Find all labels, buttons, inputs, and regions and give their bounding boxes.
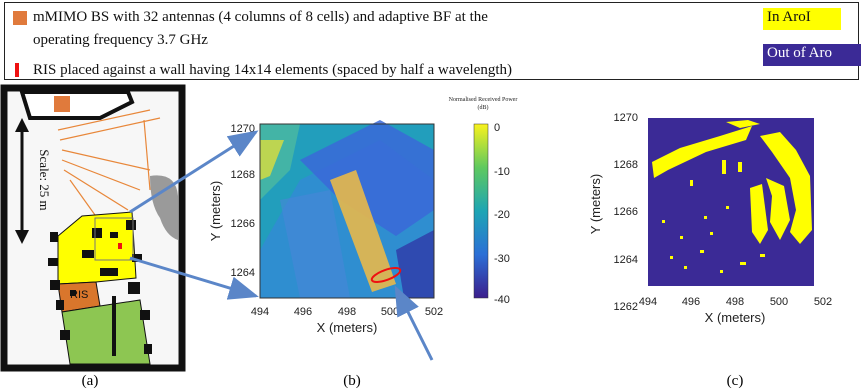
b-xtick-494: 494 (251, 306, 269, 318)
heatmap-region-2 (300, 120, 434, 236)
scale-label: Scale: 25 m (37, 149, 52, 210)
colorbar-ticks: 0 -10 -20 -30 -40 (494, 122, 510, 306)
colorbar-title-line1: Normalised Received Power (449, 97, 518, 103)
cbar-tick-40: -40 (494, 294, 510, 306)
b-ytick-1268: 1268 (231, 169, 255, 181)
ris-icon (15, 63, 19, 77)
heatmap-panel (259, 120, 435, 299)
panel-c-label: (c) (727, 373, 744, 389)
c-ytick-1268: 1268 (614, 159, 638, 171)
c-xlabel: X (meters) (705, 310, 766, 325)
scale-arrow-down (15, 230, 29, 244)
c-ytick-1270: 1270 (614, 112, 638, 124)
c-xtick-496: 496 (682, 296, 700, 308)
c-xtick-502: 502 (814, 296, 832, 308)
c-ytick-1264: 1264 (614, 254, 638, 266)
arrow-to-bottom (129, 256, 259, 300)
arrow-to-ris (394, 285, 434, 361)
b-xtick-500: 500 (381, 306, 399, 318)
colorbar-title-line2: (dB) (478, 104, 489, 111)
building-blocks (48, 220, 152, 356)
ris-highlight-ellipse (370, 267, 402, 283)
b-xtick-502: 502 (425, 306, 443, 318)
zoom-rect (94, 217, 134, 261)
panel-b-x-ticks: 494 496 498 500 502 (251, 306, 443, 318)
panel-c-x-ticks: 494 496 498 500 502 (639, 296, 832, 308)
b-xtick-496: 496 (294, 306, 312, 318)
cbar-tick-10: -10 (494, 166, 510, 178)
b-xtick-498: 498 (338, 306, 356, 318)
c-xtick-500: 500 (770, 296, 788, 308)
legend-bs-line1: mMIMO BS with 32 antennas (4 columns of … (33, 9, 488, 25)
map-ris-marker (118, 243, 122, 249)
b-ylabel: Y (meters) (208, 181, 223, 241)
heatmap-region-6 (280, 190, 350, 298)
out-of-aroi-tag: Out of Aro (763, 44, 861, 66)
panel-c-y-ticks: 1270 1268 1266 1264 1262 (614, 112, 638, 313)
colorbar (473, 123, 489, 299)
heatmap-region-4 (260, 140, 284, 180)
heatmap-beam (330, 170, 396, 292)
panel-b-label: (b) (343, 373, 361, 389)
panel-a-label: (a) (82, 373, 99, 389)
b-xlabel: X (meters) (317, 320, 378, 335)
c-ytick-1262: 1262 (614, 301, 638, 313)
cbar-tick-0: 0 (494, 122, 500, 134)
c-ylabel: Y (meters) (588, 174, 603, 234)
legend-bs-line2: operating frequency 3.7 GHz (33, 32, 208, 48)
c-xtick-494: 494 (639, 296, 657, 308)
heatmap-region-1 (260, 124, 434, 250)
cbar-tick-30: -30 (494, 253, 510, 265)
green-area (61, 299, 151, 365)
grey-area (150, 175, 178, 240)
legend-ris-text: RIS placed against a wall having 14x14 e… (33, 62, 513, 78)
map-bs-icon (54, 96, 70, 112)
in-aroi-tag: In AroI (763, 8, 841, 30)
b-ytick-1264: 1264 (231, 267, 255, 279)
aroi-cells (652, 120, 812, 273)
heatmap-axes-box (259, 123, 435, 299)
arrow-to-top (129, 130, 259, 214)
map-panel: Scale: 25 m RIS (0, 84, 186, 372)
c-xtick-498: 498 (726, 296, 744, 308)
b-ytick-1266: 1266 (231, 218, 255, 230)
legend-box: mMIMO BS with 32 antennas (4 columns of … (4, 2, 859, 80)
c-ytick-1266: 1266 (614, 206, 638, 218)
binary-map-panel (648, 118, 814, 286)
top-building (19, 90, 135, 120)
heatmap-region-5 (396, 230, 434, 298)
scale-arrow-up (15, 118, 29, 132)
blue-arrows (129, 130, 434, 361)
map-ris-label: RIS (70, 289, 88, 301)
base-station-icon (13, 11, 27, 25)
cbar-tick-20: -20 (494, 209, 510, 221)
